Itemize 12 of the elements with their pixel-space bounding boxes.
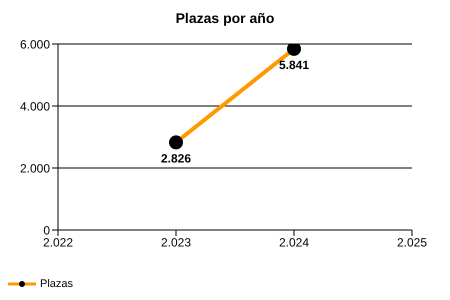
x-tick-label: 2.025 (396, 236, 428, 250)
data-label: 2.826 (160, 151, 192, 166)
x-tick-label: 2.022 (42, 236, 74, 250)
x-tick-label: 2.024 (278, 236, 310, 250)
y-tick-label: 2.000 (20, 161, 50, 176)
legend-label: Plazas (40, 278, 74, 290)
y-tick-label: 0 (43, 223, 50, 238)
chart-title: Plazas por año (174, 9, 276, 28)
y-tick-label: 4.000 (20, 99, 50, 114)
data-label: 5.841 (278, 58, 310, 72)
x-tick-label: 2.023 (160, 236, 192, 250)
y-tick-label: 6.000 (20, 37, 50, 52)
